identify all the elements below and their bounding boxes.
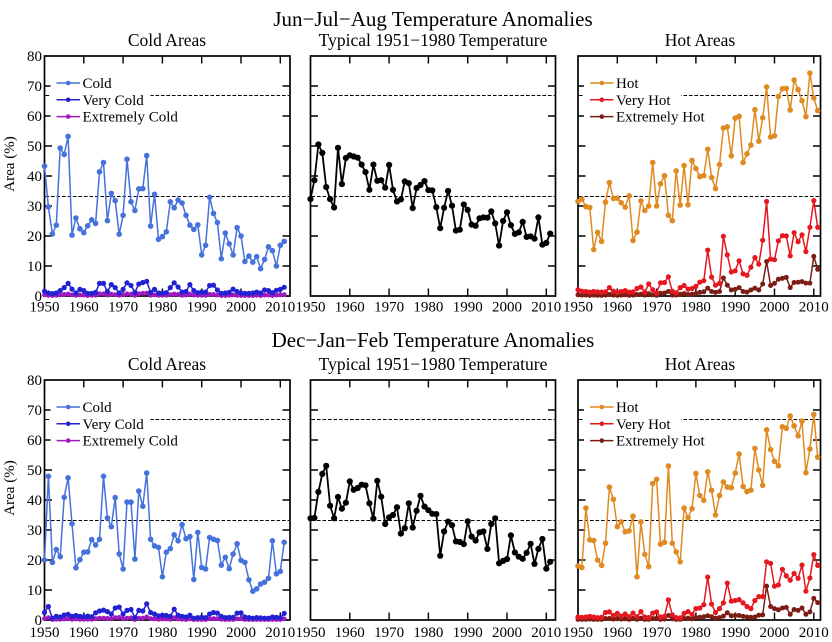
svg-text:2000: 2000 <box>760 300 790 316</box>
svg-text:2010: 2010 <box>531 625 561 641</box>
svg-text:1980: 1980 <box>147 300 177 316</box>
svg-text:1960: 1960 <box>602 300 632 316</box>
svg-text:Very Cold: Very Cold <box>83 417 145 433</box>
svg-text:Cold Areas: Cold Areas <box>128 30 206 50</box>
svg-text:Cold: Cold <box>83 400 113 416</box>
svg-text:60: 60 <box>27 433 42 449</box>
svg-text:50: 50 <box>27 139 42 155</box>
svg-text:1970: 1970 <box>374 300 404 316</box>
svg-text:1990: 1990 <box>187 625 217 641</box>
svg-text:70: 70 <box>27 79 42 95</box>
svg-text:1970: 1970 <box>108 300 138 316</box>
svg-text:1990: 1990 <box>720 625 750 641</box>
svg-text:30: 30 <box>27 523 42 539</box>
svg-text:1980: 1980 <box>681 625 711 641</box>
svg-text:Extremely Cold: Extremely Cold <box>83 434 179 450</box>
svg-text:0: 0 <box>35 289 43 305</box>
svg-text:40: 40 <box>27 169 42 185</box>
svg-text:Extremely Hot: Extremely Hot <box>616 434 706 450</box>
svg-text:1970: 1970 <box>108 625 138 641</box>
svg-text:Hot: Hot <box>616 76 639 92</box>
svg-text:2000: 2000 <box>492 300 522 316</box>
svg-text:1960: 1960 <box>602 625 632 641</box>
svg-text:Jun−Jul−Aug Temperature Anomal: Jun−Jul−Aug Temperature Anomalies <box>273 7 592 31</box>
svg-text:Very Hot: Very Hot <box>616 93 671 109</box>
svg-text:Cold Areas: Cold Areas <box>128 354 206 374</box>
svg-text:1950: 1950 <box>296 625 326 641</box>
svg-text:1960: 1960 <box>335 300 365 316</box>
svg-text:2000: 2000 <box>492 625 522 641</box>
svg-text:1960: 1960 <box>69 300 99 316</box>
svg-text:1990: 1990 <box>453 300 483 316</box>
svg-text:Cold: Cold <box>83 76 113 92</box>
svg-text:70: 70 <box>27 403 42 419</box>
svg-text:40: 40 <box>27 493 42 509</box>
svg-text:Hot Areas: Hot Areas <box>665 30 736 50</box>
svg-text:80: 80 <box>27 373 42 389</box>
svg-text:2010: 2010 <box>265 300 295 316</box>
svg-text:2000: 2000 <box>760 625 790 641</box>
svg-text:10: 10 <box>27 583 42 599</box>
svg-text:1970: 1970 <box>642 300 672 316</box>
svg-text:2000: 2000 <box>226 300 256 316</box>
svg-text:1980: 1980 <box>413 300 443 316</box>
svg-text:Very Hot: Very Hot <box>616 417 671 433</box>
svg-text:1950: 1950 <box>563 300 593 316</box>
svg-text:2010: 2010 <box>531 300 561 316</box>
svg-text:1950: 1950 <box>563 625 593 641</box>
svg-text:1960: 1960 <box>69 625 99 641</box>
svg-text:1970: 1970 <box>374 625 404 641</box>
svg-text:80: 80 <box>27 49 42 65</box>
svg-text:1980: 1980 <box>681 300 711 316</box>
svg-text:1960: 1960 <box>335 625 365 641</box>
svg-text:1990: 1990 <box>187 300 217 316</box>
svg-text:Hot Areas: Hot Areas <box>665 354 736 374</box>
svg-text:2010: 2010 <box>265 625 295 641</box>
svg-text:1950: 1950 <box>30 625 60 641</box>
svg-text:1970: 1970 <box>642 625 672 641</box>
svg-text:20: 20 <box>27 553 42 569</box>
svg-text:2010: 2010 <box>799 625 829 641</box>
svg-text:10: 10 <box>27 259 42 275</box>
svg-text:0: 0 <box>35 613 43 629</box>
svg-text:1980: 1980 <box>413 625 443 641</box>
svg-text:50: 50 <box>27 463 42 479</box>
svg-text:1980: 1980 <box>147 625 177 641</box>
svg-text:1950: 1950 <box>296 300 326 316</box>
svg-text:Area (%): Area (%) <box>2 460 18 515</box>
svg-text:2000: 2000 <box>226 625 256 641</box>
svg-text:1990: 1990 <box>453 625 483 641</box>
svg-text:60: 60 <box>27 109 42 125</box>
svg-text:Typical 1951−1980 Temperature: Typical 1951−1980 Temperature <box>319 354 548 374</box>
svg-text:20: 20 <box>27 229 42 245</box>
svg-text:1990: 1990 <box>720 300 750 316</box>
svg-text:Area (%): Area (%) <box>2 136 18 191</box>
svg-text:Hot: Hot <box>616 400 639 416</box>
svg-text:30: 30 <box>27 199 42 215</box>
svg-text:Extremely Cold: Extremely Cold <box>83 110 179 126</box>
svg-text:2010: 2010 <box>799 300 829 316</box>
svg-text:1950: 1950 <box>30 300 60 316</box>
svg-text:Very Cold: Very Cold <box>83 93 145 109</box>
svg-text:Extremely Hot: Extremely Hot <box>616 110 706 126</box>
svg-text:Dec−Jan−Feb Temperature Anomal: Dec−Jan−Feb Temperature Anomalies <box>272 328 595 352</box>
svg-text:Typical 1951−1980 Temperature: Typical 1951−1980 Temperature <box>319 30 548 50</box>
